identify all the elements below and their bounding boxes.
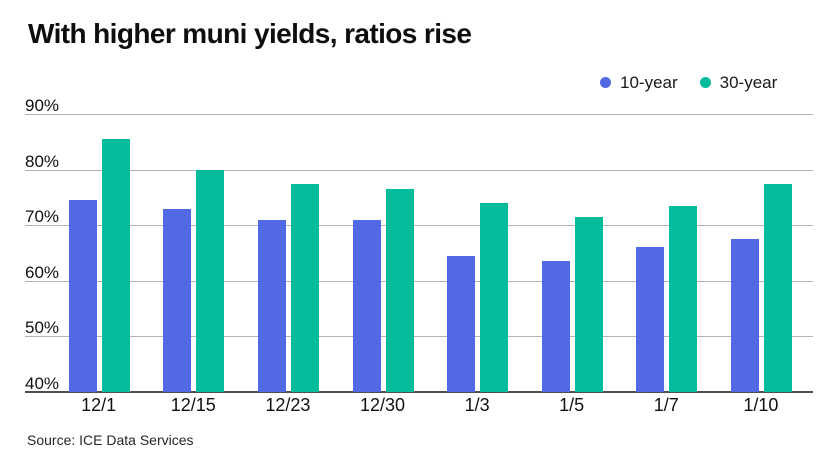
y-tick-label-90: 90% (25, 96, 60, 115)
x-tick-label-1/5: 1/5 (559, 395, 585, 415)
source-note: Source: ICE Data Services (27, 432, 194, 448)
x-tick-label-1/7: 1/7 (653, 395, 679, 415)
legend-dot-30-year-icon (699, 77, 711, 88)
legend-item-10-year: 10-year (600, 74, 678, 91)
x-axis-baseline (25, 391, 813, 393)
y-tick-label-40: 40% (25, 374, 60, 393)
gridline-60 (25, 280, 813, 282)
x-tick-label-12/23: 12/23 (265, 395, 311, 415)
bar-30-year-12/15 (196, 169, 225, 392)
y-tick-label-50: 50% (25, 318, 60, 338)
bar-10-year-1/10 (730, 239, 759, 392)
bar-30-year-1/7 (669, 205, 698, 392)
bar-10-year-1/3 (447, 255, 476, 392)
x-tick-label-12/30: 12/30 (359, 395, 406, 415)
bar-10-year-12/15 (163, 208, 192, 392)
bar-10-year-12/23 (257, 219, 286, 392)
bar-30-year-1/5 (574, 216, 603, 392)
x-tick-label-1/10: 1/10 (743, 395, 779, 415)
x-tick-label-12/15: 12/15 (170, 395, 216, 415)
legend-label-10-year: 10-year (620, 73, 678, 92)
x-tick-label-12/1: 12/1 (81, 395, 117, 415)
chart-title: With higher muni yields, ratios rise (28, 18, 472, 49)
gridline-70 (25, 225, 813, 227)
legend-dot-10-year-icon (600, 77, 611, 88)
bar-30-year-1/3 (480, 202, 509, 392)
bar-30-year-12/30 (385, 189, 414, 392)
legend-item-30-year: 30-year (699, 73, 778, 92)
x-tick-label-1/3: 1/3 (464, 395, 490, 415)
gridline-50 (25, 336, 813, 338)
bar-30-year-12/23 (290, 183, 319, 392)
gridline-90 (25, 114, 813, 115)
y-tick-label-80: 80% (25, 151, 60, 171)
bar-10-year-1/7 (636, 247, 665, 392)
legend-label-30-year: 30-year (719, 73, 778, 92)
gridline-80 (25, 169, 813, 171)
bar-30-year-12/1 (101, 139, 130, 392)
bar-10-year-12/1 (68, 200, 97, 392)
bar-30-year-1/10 (763, 183, 792, 392)
bar-10-year-1/5 (541, 261, 570, 392)
bar-10-year-12/30 (352, 219, 381, 392)
chart-legend: 10-year 30-year (600, 74, 777, 91)
y-tick-label-60: 60% (25, 262, 60, 282)
y-tick-label-70: 70% (25, 207, 60, 227)
